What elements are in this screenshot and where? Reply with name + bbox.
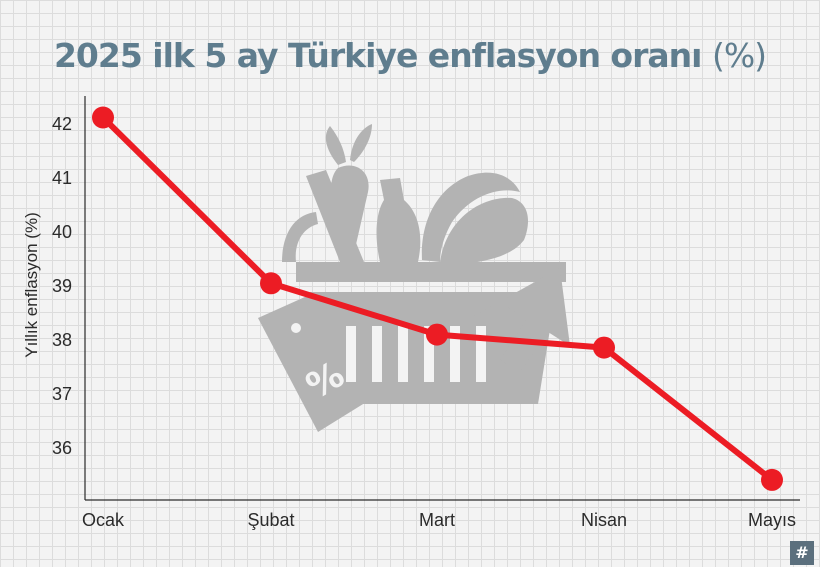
data-point — [260, 272, 282, 295]
y-tick-label: 39 — [52, 276, 72, 296]
y-tick-label: 42 — [52, 114, 72, 134]
x-tick-labels: Ocak Şubat Mart Nisan Mayıs — [82, 510, 796, 530]
y-tick-label: 37 — [52, 384, 72, 404]
y-tick-label: 40 — [52, 222, 72, 242]
hashtag-logo-icon: # — [790, 541, 814, 565]
x-tick-label: Nisan — [581, 510, 627, 530]
data-series — [92, 106, 783, 491]
data-point — [593, 336, 615, 359]
y-tick-labels: 36 37 38 39 40 41 42 — [52, 114, 72, 458]
chart-title: 2025 ilk 5 ay Türkiye enflasyon oranı (%… — [0, 36, 820, 75]
shopping-basket-illustration — [258, 124, 570, 432]
x-tick-label: Şubat — [247, 510, 294, 530]
y-tick-label: 36 — [52, 438, 72, 458]
y-tick-label: 38 — [52, 330, 72, 350]
y-axis-label: Yıllık enflasyon (%) — [22, 212, 41, 358]
data-point — [426, 323, 448, 346]
x-tick-label: Mayıs — [748, 510, 796, 530]
x-tick-label: Mart — [419, 510, 455, 530]
chart-title-text: 2025 ilk 5 ay Türkiye enflasyon oranı — [53, 36, 703, 75]
chart-title-unit: (%) — [711, 36, 767, 75]
data-point — [92, 106, 114, 129]
data-point — [761, 468, 783, 491]
x-tick-label: Ocak — [82, 510, 125, 530]
y-tick-label: 41 — [52, 168, 72, 188]
